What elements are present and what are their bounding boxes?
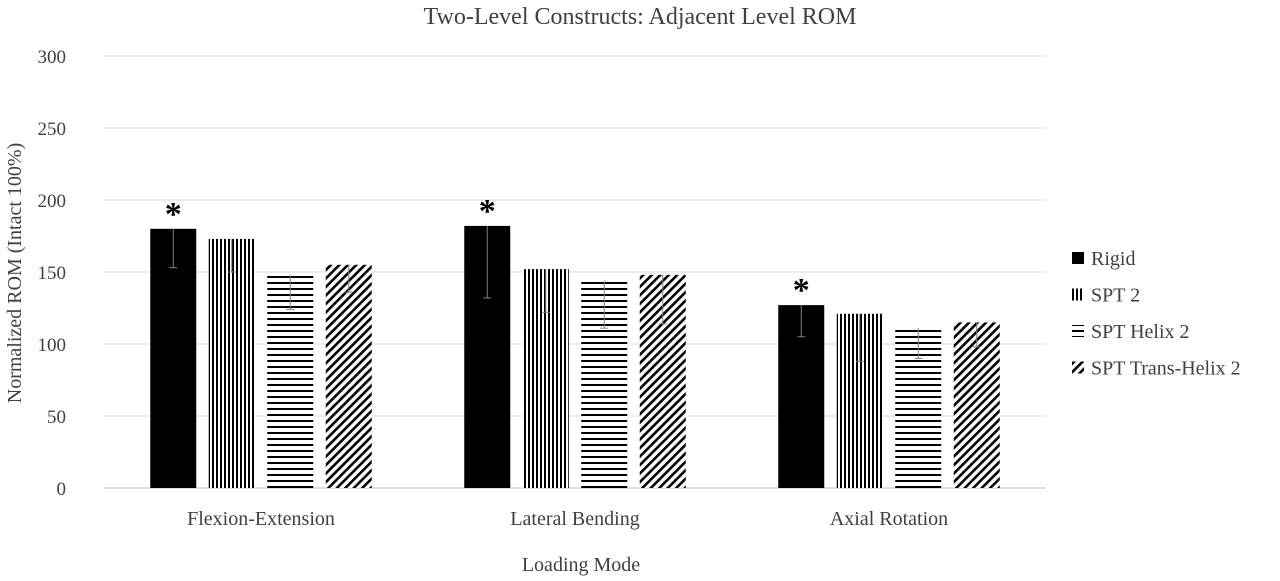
- y-tick-label: 150: [38, 263, 67, 284]
- significance-star: *: [479, 193, 496, 230]
- chart-title: Two-Level Constructs: Adjacent Level ROM: [424, 4, 857, 30]
- legend-swatch: [1072, 252, 1084, 264]
- y-tick-label: 100: [38, 335, 67, 356]
- bars: [150, 225, 1000, 489]
- x-tick-label: Flexion-Extension: [187, 508, 335, 530]
- y-axis-ticks: 0 50 100 150 200 250 300: [38, 47, 67, 500]
- legend-label: SPT Trans-Helix 2: [1091, 358, 1241, 380]
- legend-label: SPT Helix 2: [1091, 321, 1190, 343]
- y-tick-label: 50: [47, 407, 66, 428]
- legend-swatch: [1072, 361, 1084, 374]
- y-tick-label: 200: [38, 191, 67, 212]
- bar: [267, 274, 314, 488]
- y-tick-label: 250: [38, 119, 67, 140]
- y-tick-label: 0: [57, 479, 67, 500]
- x-axis-title: Loading Mode: [522, 554, 640, 576]
- bar: [953, 322, 1000, 488]
- legend-label: SPT 2: [1091, 285, 1140, 307]
- legend: Rigid SPT 2 SPT Helix 2 SPT Trans-Helix 2: [1072, 248, 1241, 380]
- bar: [150, 228, 197, 489]
- bar: [208, 238, 255, 488]
- significance-star: *: [165, 196, 182, 233]
- legend-swatch: [1072, 325, 1084, 337]
- y-axis-title: Normalized ROM (Intact 100%): [4, 143, 26, 403]
- significance-markers: * * *: [165, 193, 810, 309]
- bar: [325, 264, 372, 488]
- gridlines: [104, 55, 1046, 489]
- x-tick-label: Lateral Bending: [510, 508, 639, 530]
- legend-label: Rigid: [1091, 248, 1135, 270]
- y-tick-label: 300: [38, 47, 67, 68]
- x-axis-categories: Flexion-Extension Lateral Bending Axial Ro…: [187, 508, 948, 530]
- error-bars: [169, 225, 981, 362]
- significance-star: *: [793, 272, 810, 309]
- x-tick-label: Axial Rotation: [830, 508, 948, 530]
- legend-swatch: [1072, 288, 1084, 301]
